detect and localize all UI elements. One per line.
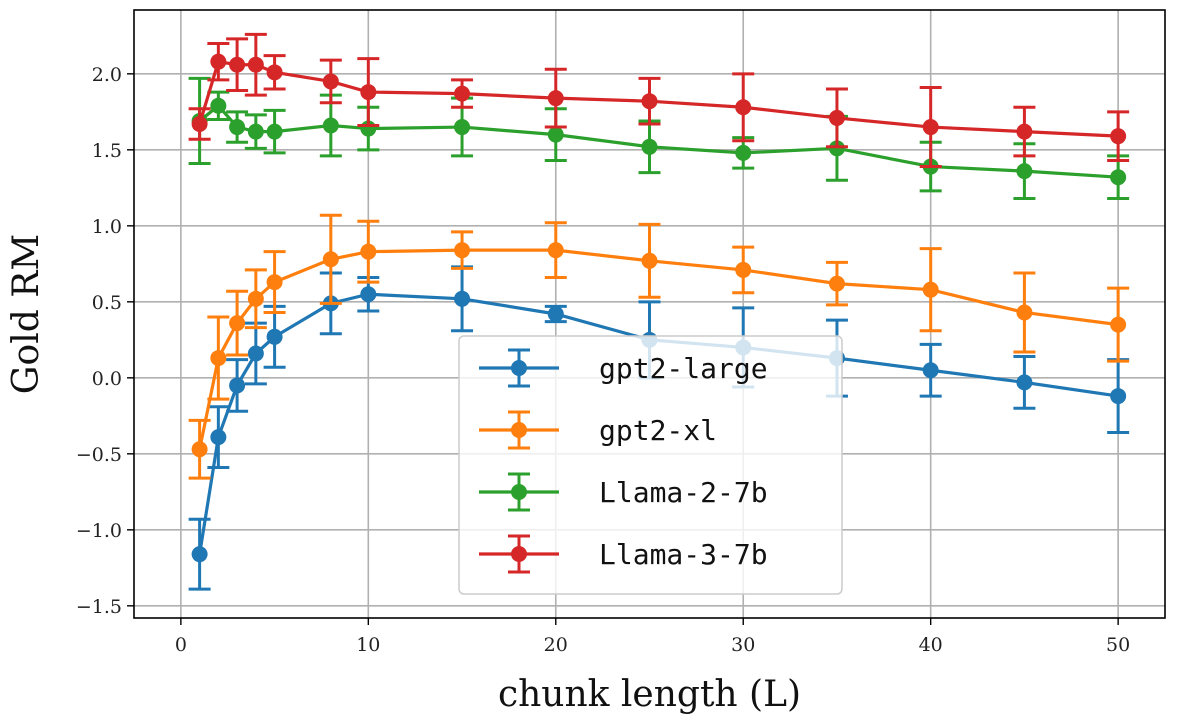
- y-tick-label: 0.0: [92, 368, 122, 390]
- data-point: [828, 109, 845, 126]
- data-point: [210, 97, 227, 114]
- data-point: [828, 275, 845, 292]
- legend-label: Llama-2-7b: [599, 476, 768, 509]
- x-tick-label: 0: [175, 634, 187, 656]
- y-tick-label: −1.0: [76, 520, 122, 542]
- data-point: [1110, 169, 1127, 186]
- x-tick-label: 50: [1106, 634, 1130, 656]
- data-point: [454, 85, 471, 102]
- series-layer: [188, 32, 1130, 591]
- data-point: [247, 345, 264, 362]
- y-tick-label: 1.5: [92, 140, 122, 162]
- y-tick-label: −1.5: [76, 596, 122, 618]
- x-tick-label: 40: [919, 634, 943, 656]
- x-axis-label: chunk length (L): [498, 674, 801, 715]
- data-point: [210, 429, 227, 446]
- legend-marker: [511, 422, 527, 438]
- data-point: [828, 140, 845, 157]
- y-tick-label: −0.5: [76, 444, 122, 466]
- plot-frame: [133, 9, 1166, 619]
- series-Llama-3-7b: [188, 32, 1130, 169]
- data-point: [191, 546, 208, 563]
- data-point: [322, 117, 339, 134]
- data-point: [1016, 374, 1033, 391]
- x-tick-label: 20: [544, 634, 568, 656]
- data-point: [247, 290, 264, 307]
- legend-label: gpt2-large: [599, 352, 768, 385]
- data-point: [1016, 163, 1033, 180]
- legend-label: Llama-3-7b: [599, 538, 768, 571]
- axis-ticks: 0 10 20 30 40 50 −1.5 −1.0 −0.5 0.0 0.5 1.0 1.5 2.0: [76, 64, 1130, 656]
- x-tick-label: 30: [731, 634, 755, 656]
- data-point: [322, 73, 339, 90]
- data-point: [266, 328, 283, 345]
- data-point: [191, 116, 208, 132]
- y-axis-label: Gold RM: [6, 234, 47, 394]
- data-point: [229, 119, 246, 136]
- data-point: [360, 84, 377, 101]
- data-point: [922, 119, 939, 136]
- data-point: [454, 242, 471, 259]
- y-tick-label: 2.0: [92, 64, 122, 86]
- series-gpt2-xl: [188, 213, 1130, 480]
- data-point: [247, 56, 264, 73]
- data-point: [210, 53, 227, 70]
- data-point: [547, 306, 564, 322]
- data-point: [922, 281, 939, 298]
- data-point: [266, 123, 283, 140]
- data-point: [922, 362, 939, 379]
- data-point: [735, 144, 752, 161]
- data-point: [266, 64, 283, 81]
- data-point: [360, 286, 377, 303]
- data-point: [735, 99, 752, 116]
- legend-box: [458, 335, 843, 595]
- legend-label: gpt2-xl: [599, 414, 717, 447]
- legend: gpt2-large gpt2-xl Llama-2-7b Llama-3-7b: [458, 335, 843, 595]
- data-point: [1110, 316, 1127, 333]
- data-point: [229, 56, 246, 73]
- data-point: [1016, 304, 1033, 321]
- data-point: [641, 138, 658, 155]
- legend-marker: [511, 546, 527, 562]
- data-point: [641, 93, 658, 110]
- data-point: [1110, 388, 1127, 405]
- data-point: [266, 274, 283, 291]
- data-point: [735, 261, 752, 278]
- data-point: [547, 242, 564, 259]
- data-point: [229, 315, 246, 332]
- data-point: [1016, 123, 1033, 140]
- data-point: [247, 123, 264, 140]
- legend-marker: [511, 360, 527, 376]
- data-point: [210, 350, 227, 367]
- data-point: [641, 252, 658, 269]
- data-point: [360, 243, 377, 260]
- data-point: [454, 290, 471, 307]
- data-point: [454, 119, 471, 136]
- x-tick-label: 10: [356, 634, 380, 656]
- data-point: [1110, 128, 1127, 145]
- data-point: [547, 90, 564, 107]
- data-point: [547, 126, 564, 143]
- series-line: [198, 103, 1119, 179]
- y-tick-label: 1.0: [92, 216, 122, 238]
- legend-marker: [511, 484, 527, 500]
- data-point: [322, 251, 339, 268]
- y-tick-label: 0.5: [92, 292, 122, 314]
- data-point: [191, 441, 208, 458]
- data-point: [229, 377, 246, 394]
